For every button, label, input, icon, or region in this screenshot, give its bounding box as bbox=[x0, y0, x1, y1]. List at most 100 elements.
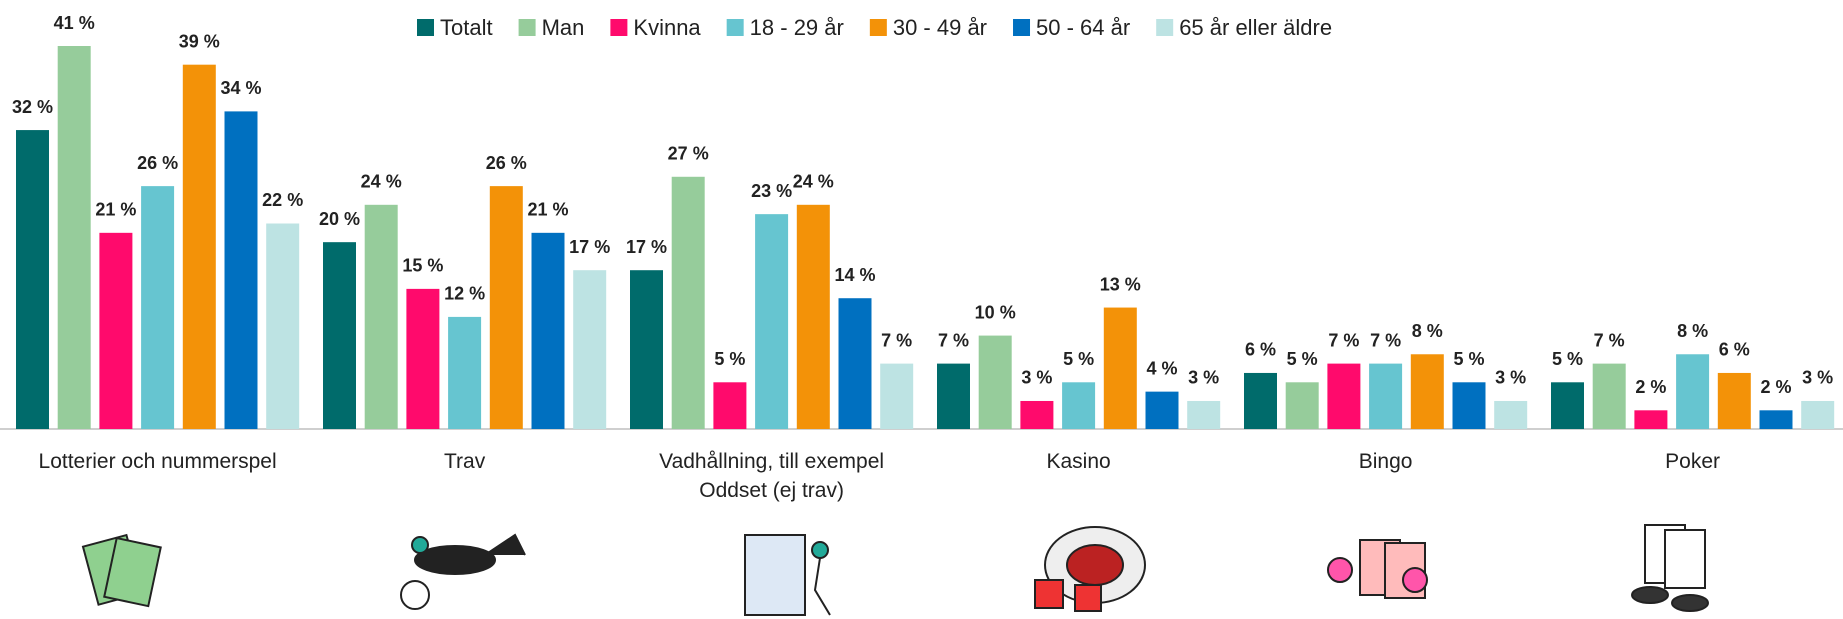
data-label: 41 % bbox=[54, 13, 95, 33]
data-label: 3 % bbox=[1802, 368, 1833, 388]
bar bbox=[532, 233, 565, 429]
bar bbox=[1676, 354, 1709, 429]
data-label: 7 % bbox=[1328, 330, 1359, 350]
bar bbox=[713, 382, 746, 429]
data-label: 21 % bbox=[95, 200, 136, 220]
legend-label: Kvinna bbox=[633, 15, 701, 40]
legend-label: Man bbox=[542, 15, 585, 40]
data-label: 6 % bbox=[1245, 340, 1276, 360]
data-label: 39 % bbox=[179, 31, 220, 51]
legend-swatch bbox=[610, 19, 627, 36]
data-label: 5 % bbox=[1453, 349, 1484, 369]
legend-label: 18 - 29 år bbox=[750, 15, 844, 40]
data-label: 5 % bbox=[714, 349, 745, 369]
data-label: 24 % bbox=[793, 172, 834, 192]
data-label: 3 % bbox=[1495, 368, 1526, 388]
data-label: 8 % bbox=[1412, 321, 1443, 341]
data-label: 21 % bbox=[527, 200, 568, 220]
data-label: 27 % bbox=[668, 144, 709, 164]
data-label: 13 % bbox=[1100, 274, 1141, 294]
category-label: Poker bbox=[1548, 447, 1838, 476]
icons bbox=[83, 525, 1708, 615]
data-label: 23 % bbox=[751, 181, 792, 201]
category-label: Trav bbox=[320, 447, 610, 476]
data-label: 5 % bbox=[1063, 349, 1094, 369]
bar bbox=[1020, 401, 1053, 429]
bar bbox=[1244, 373, 1277, 429]
legend-swatch bbox=[1013, 19, 1030, 36]
data-label: 22 % bbox=[262, 190, 303, 210]
legend-label: 65 år eller äldre bbox=[1179, 15, 1332, 40]
bar bbox=[1327, 364, 1360, 429]
bar bbox=[1453, 382, 1486, 429]
bar bbox=[225, 111, 258, 429]
bar bbox=[839, 298, 872, 429]
category-label: Bingo bbox=[1241, 447, 1531, 476]
bar bbox=[1634, 410, 1667, 429]
legend-swatch bbox=[1156, 19, 1173, 36]
legend-label: 50 - 64 år bbox=[1036, 15, 1130, 40]
data-label: 14 % bbox=[834, 265, 875, 285]
legend-swatch bbox=[417, 19, 434, 36]
bar bbox=[99, 233, 132, 429]
bar bbox=[490, 186, 523, 429]
category-label: Vadhållning, till exempel Oddset (ej tra… bbox=[627, 447, 917, 505]
bar bbox=[1593, 364, 1626, 429]
bar bbox=[1551, 382, 1584, 429]
bar bbox=[365, 205, 398, 429]
bar bbox=[880, 364, 913, 429]
data-label: 2 % bbox=[1760, 377, 1791, 397]
bar bbox=[937, 364, 970, 429]
bar bbox=[1718, 373, 1751, 429]
bar bbox=[630, 270, 663, 429]
bar bbox=[141, 186, 174, 429]
bar bbox=[1411, 354, 1444, 429]
data-label: 17 % bbox=[569, 237, 610, 257]
bar bbox=[1187, 401, 1220, 429]
data-label: 32 % bbox=[12, 97, 53, 117]
bar bbox=[58, 46, 91, 429]
bar bbox=[266, 223, 299, 429]
data-label: 26 % bbox=[486, 153, 527, 173]
bar bbox=[1494, 401, 1527, 429]
bar bbox=[672, 177, 705, 429]
data-label: 7 % bbox=[938, 330, 969, 350]
bar bbox=[1760, 410, 1793, 429]
data-label: 3 % bbox=[1021, 368, 1052, 388]
page: 32 %41 %21 %26 %39 %34 %22 %20 %24 %15 %… bbox=[0, 0, 1843, 619]
legend-swatch bbox=[727, 19, 744, 36]
data-label: 6 % bbox=[1719, 340, 1750, 360]
bar bbox=[1369, 364, 1402, 429]
data-label: 34 % bbox=[220, 78, 261, 98]
data-label: 17 % bbox=[626, 237, 667, 257]
data-label: 4 % bbox=[1146, 358, 1177, 378]
bar bbox=[1146, 392, 1179, 429]
data-label: 24 % bbox=[361, 172, 402, 192]
chart: 32 %41 %21 %26 %39 %34 %22 %20 %24 %15 %… bbox=[0, 0, 1843, 619]
bar bbox=[797, 205, 830, 429]
bar bbox=[979, 336, 1012, 429]
legend-label: 30 - 49 år bbox=[893, 15, 987, 40]
data-label: 15 % bbox=[402, 256, 443, 276]
data-label: 5 % bbox=[1552, 349, 1583, 369]
data-label: 8 % bbox=[1677, 321, 1708, 341]
bar bbox=[16, 130, 49, 429]
bar bbox=[183, 65, 216, 429]
bar bbox=[1801, 401, 1834, 429]
data-label: 7 % bbox=[881, 330, 912, 350]
bar bbox=[1104, 308, 1137, 429]
data-label: 7 % bbox=[1594, 330, 1625, 350]
legend-swatch bbox=[870, 19, 887, 36]
legend-label: Totalt bbox=[440, 15, 493, 40]
bar bbox=[406, 289, 439, 429]
data-label: 12 % bbox=[444, 284, 485, 304]
data-label: 7 % bbox=[1370, 330, 1401, 350]
bar bbox=[448, 317, 481, 429]
category-label: Kasino bbox=[934, 447, 1224, 476]
legend-swatch bbox=[519, 19, 536, 36]
data-label: 2 % bbox=[1635, 377, 1666, 397]
bar bbox=[755, 214, 788, 429]
bar bbox=[323, 242, 356, 429]
data-label: 20 % bbox=[319, 209, 360, 229]
bar bbox=[1286, 382, 1319, 429]
